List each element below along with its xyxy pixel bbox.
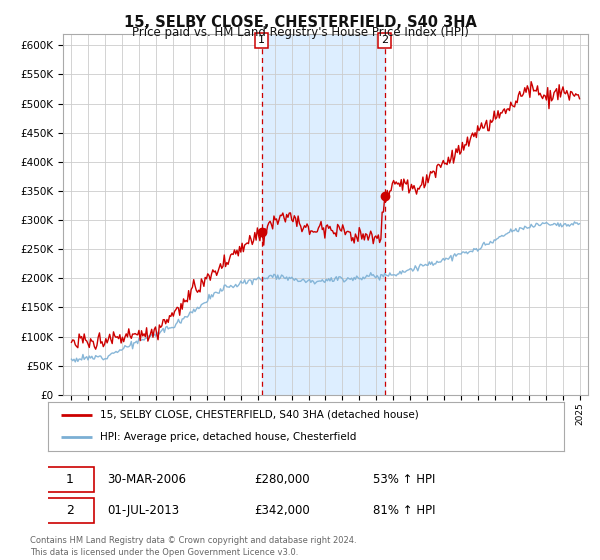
Text: Contains HM Land Registry data © Crown copyright and database right 2024.: Contains HM Land Registry data © Crown c… (30, 536, 356, 545)
Text: 53% ↑ HPI: 53% ↑ HPI (373, 473, 436, 486)
FancyBboxPatch shape (46, 467, 94, 492)
Text: £342,000: £342,000 (254, 503, 310, 517)
Text: £280,000: £280,000 (254, 473, 310, 486)
Text: 30-MAR-2006: 30-MAR-2006 (107, 473, 187, 486)
Text: HPI: Average price, detached house, Chesterfield: HPI: Average price, detached house, Ches… (100, 432, 356, 442)
Text: 1: 1 (258, 35, 265, 45)
Text: 15, SELBY CLOSE, CHESTERFIELD, S40 3HA (detached house): 15, SELBY CLOSE, CHESTERFIELD, S40 3HA (… (100, 410, 418, 420)
Text: 15, SELBY CLOSE, CHESTERFIELD, S40 3HA: 15, SELBY CLOSE, CHESTERFIELD, S40 3HA (124, 15, 476, 30)
FancyBboxPatch shape (46, 498, 94, 522)
Text: 1: 1 (66, 473, 74, 486)
Text: This data is licensed under the Open Government Licence v3.0.: This data is licensed under the Open Gov… (30, 548, 298, 557)
Text: Price paid vs. HM Land Registry's House Price Index (HPI): Price paid vs. HM Land Registry's House … (131, 26, 469, 39)
Bar (262, 34, 385, 395)
Text: 2: 2 (66, 503, 74, 517)
Text: 2: 2 (381, 35, 388, 45)
Text: 81% ↑ HPI: 81% ↑ HPI (373, 503, 436, 517)
Text: 01-JUL-2013: 01-JUL-2013 (107, 503, 179, 517)
